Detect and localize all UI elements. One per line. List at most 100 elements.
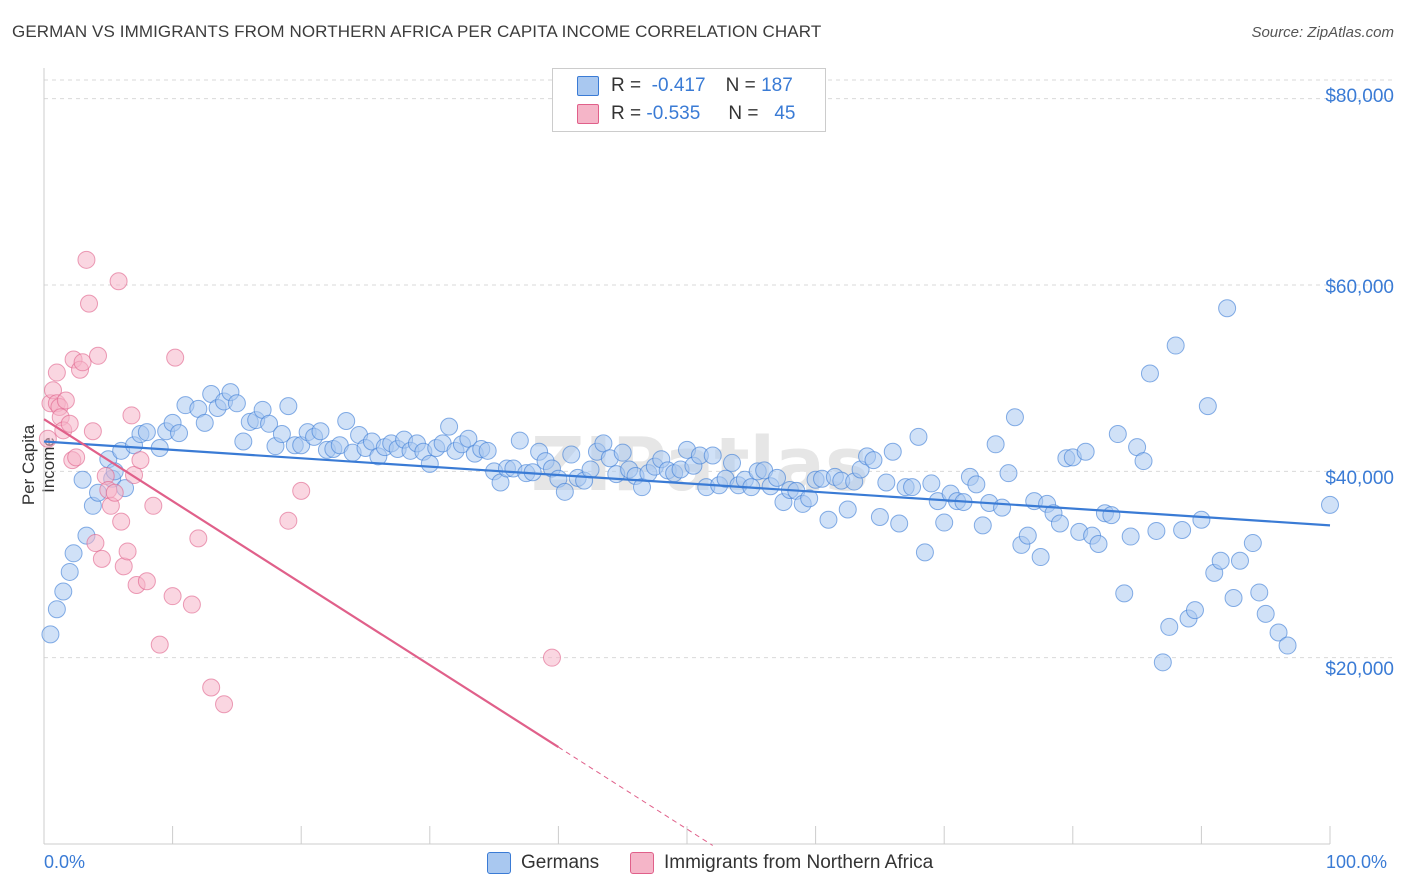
german-point [870, 507, 889, 526]
german-point [993, 498, 1012, 517]
german-point [440, 417, 459, 436]
immigrant-point [144, 496, 163, 515]
german-point [1224, 589, 1243, 608]
german-point [73, 470, 92, 489]
immigrant-point [118, 542, 137, 561]
immigrant-point [542, 648, 561, 667]
immigrant-point [137, 572, 156, 591]
immigrant-point [56, 391, 75, 410]
german-point [1005, 408, 1024, 427]
y-tick-label: $20,000 [1325, 659, 1394, 680]
x-tick-label: 100.0% [1326, 852, 1388, 872]
german-point [1160, 617, 1179, 636]
german-point [1153, 653, 1172, 672]
legend-row-germans: R = -0.417 N = 187 [577, 73, 793, 99]
german-point [311, 422, 330, 441]
german-point [903, 478, 922, 497]
german-point [227, 394, 246, 413]
immigrant-point [292, 481, 311, 500]
german-point [510, 431, 529, 450]
r-label: R = [611, 75, 642, 96]
german-point [60, 562, 79, 581]
immigrant-point [77, 250, 96, 269]
source-label: Source: ZipAtlas.com [1251, 24, 1394, 41]
german-point [1250, 583, 1269, 602]
german-point [1230, 551, 1249, 570]
x-tick-label: 0.0% [44, 852, 86, 872]
immigrant-point [86, 534, 105, 553]
german-point [337, 412, 356, 431]
german-point [195, 413, 214, 432]
german-point [581, 460, 600, 479]
immigrant-point [202, 678, 221, 697]
immigrant-point [131, 451, 150, 470]
german-point [1321, 495, 1339, 514]
immigrant-point [80, 294, 99, 313]
german-point [1018, 526, 1037, 545]
german-point [478, 441, 497, 460]
immigrant-point [215, 695, 234, 714]
german-point [915, 543, 934, 562]
german-point [420, 454, 439, 473]
german-point [1185, 601, 1204, 620]
german-point [279, 397, 298, 416]
german-point [594, 434, 613, 453]
r-value: -0.417 [651, 75, 706, 96]
german-point [64, 544, 83, 563]
immigrant-point [122, 406, 141, 425]
german-point [1192, 510, 1211, 529]
german-point [1243, 534, 1262, 553]
german-point [973, 516, 992, 535]
german-point [1050, 514, 1069, 533]
german-point [890, 514, 909, 533]
immigrant-point [279, 511, 298, 530]
n-value: 45 [774, 103, 796, 124]
german-point [1173, 521, 1192, 540]
german-point [47, 600, 66, 619]
german-point [877, 473, 896, 492]
immigrant-point [67, 448, 86, 467]
german-point [800, 489, 819, 508]
immigrant-point [89, 346, 108, 365]
german-point [883, 442, 902, 461]
german-point [260, 414, 279, 433]
y-tick-label: $80,000 [1325, 86, 1394, 107]
legend-swatch-blue [487, 852, 511, 874]
y-tick-label: $40,000 [1325, 468, 1394, 489]
r-value: -0.535 [646, 103, 701, 124]
legend-label: Immigrants from Northern Africa [664, 852, 934, 873]
immigrant-point [112, 512, 131, 531]
german-point [1102, 506, 1121, 525]
german-point [41, 625, 60, 644]
immigrant-point [163, 587, 182, 606]
legend-swatch-pink [577, 104, 599, 124]
german-point [1134, 452, 1153, 471]
german-point [819, 510, 838, 529]
german-point [1147, 521, 1166, 540]
immigrant-trend-line [43, 418, 559, 749]
german-point [838, 500, 857, 519]
german-point [1198, 397, 1217, 416]
german-point [703, 446, 722, 465]
german-point [1121, 527, 1140, 546]
y-tick-label: $60,000 [1325, 277, 1394, 298]
immigrant-point [189, 529, 208, 548]
german-point [555, 482, 574, 501]
german-point [1076, 442, 1095, 461]
legend-swatch-pink [630, 852, 654, 874]
immigrant-point [73, 353, 92, 372]
german-point [272, 425, 291, 444]
immigrant-point [114, 557, 133, 576]
german-point [170, 424, 189, 443]
german-point [137, 423, 156, 442]
german-point [1256, 604, 1275, 623]
german-point [723, 453, 742, 472]
legend-row-immigrants: R = -0.535 N = 45 [577, 101, 795, 127]
german-point [864, 451, 883, 470]
german-point [1140, 364, 1159, 383]
german-point [1278, 636, 1297, 655]
german-point [1269, 623, 1288, 642]
german-point [1211, 551, 1230, 570]
legend-swatch-blue [577, 76, 599, 96]
r-label: R = [611, 103, 642, 124]
